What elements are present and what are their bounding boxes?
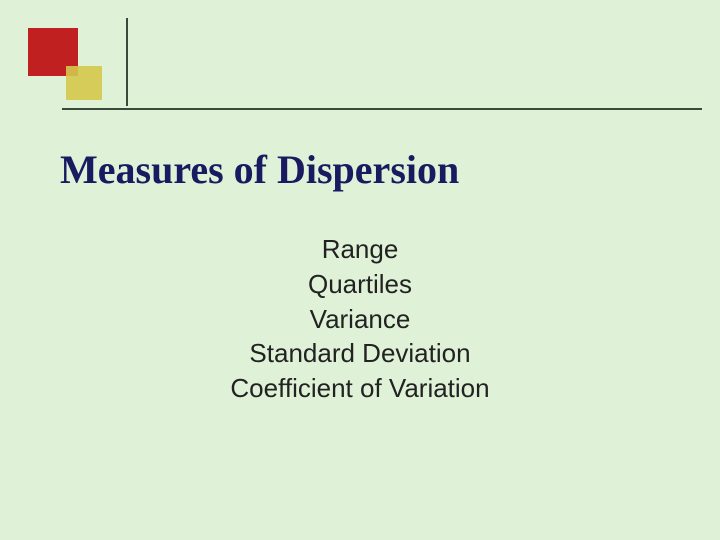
topic-list: Range Quartiles Variance Standard Deviat… [0,232,720,407]
slide-title: Measures of Dispersion [60,146,459,193]
vertical-rule [126,18,128,106]
yellow-square-icon [66,66,102,100]
list-item: Range [0,233,720,267]
list-item: Quartiles [0,268,720,302]
list-item: Coefficient of Variation [0,372,720,406]
list-item: Variance [0,303,720,337]
horizontal-rule [62,108,702,110]
list-item: Standard Deviation [0,337,720,371]
corner-decoration [28,28,118,106]
